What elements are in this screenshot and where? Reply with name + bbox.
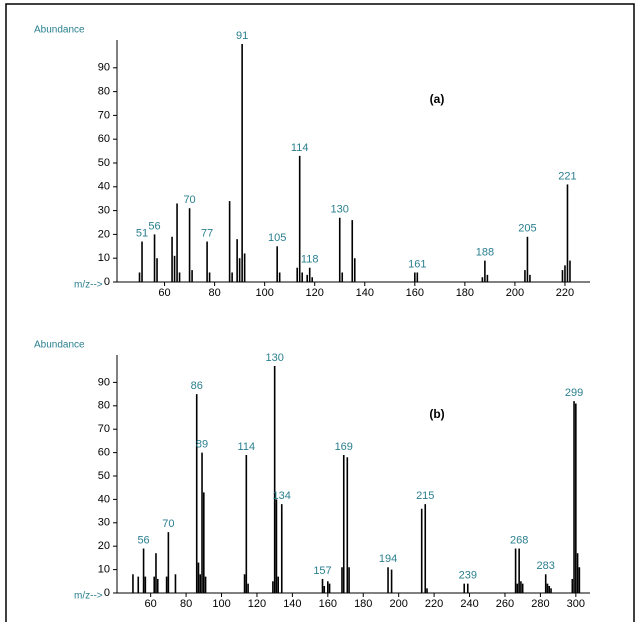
y-tick-label: 40 [98,181,110,193]
y-tick-label: 70 [98,423,110,435]
peak-label: 205 [518,223,536,235]
x-tick-label: 200 [389,598,407,610]
peak-label: 188 [476,246,494,258]
y-tick-label: 80 [98,86,110,98]
x-tick-label: 160 [406,287,424,299]
y-tick-label: 90 [98,62,110,74]
peak-label: 86 [191,380,203,392]
peak-label: 118 [301,254,319,266]
y-tick-label: 30 [98,205,110,217]
y-tick-label: 30 [98,517,110,529]
peak-label: 268 [510,534,528,546]
y-tick-label: 60 [98,133,110,145]
x-tick-label: 220 [425,598,443,610]
x-tick-label: 80 [208,287,220,299]
peak-label: 114 [291,142,309,154]
x-tick-label: 120 [306,287,324,299]
x-tick-label: 100 [212,598,230,610]
peak-label: 215 [416,490,434,502]
peak-label: 130 [265,352,283,364]
peak-label: 77 [201,227,213,239]
peak-label: 169 [335,441,353,453]
y-tick-label: 10 [98,564,110,576]
peak-label: 114 [238,441,256,453]
y-tick-label: 80 [98,400,110,412]
peak-label: 56 [148,220,160,232]
x-tick-label: 100 [255,287,273,299]
x-axis-label: m/z--> [74,591,103,602]
peak-label: 130 [331,204,349,216]
peak-label: 161 [408,258,426,270]
peak-label: 105 [268,232,286,244]
peak-label: 283 [537,560,555,572]
y-tick-label: 20 [98,540,110,552]
x-tick-label: 180 [456,287,474,299]
x-tick-label: 120 [248,598,266,610]
x-tick-label: 260 [496,598,514,610]
peak-label: 134 [273,490,291,502]
y-tick-label: 90 [98,376,110,388]
y-tick-label: 40 [98,493,110,505]
chart-title: (b) [429,407,444,421]
x-tick-label: 280 [531,598,549,610]
y-tick-label: 50 [98,157,110,169]
x-tick-label: 300 [567,598,585,610]
x-axis-label: m/z--> [74,280,103,291]
y-tick-label: 10 [98,252,110,264]
y-tick-label: 0 [104,587,110,599]
peak-label: 91 [236,30,248,42]
y-tick-label: 20 [98,228,110,240]
y-tick-label: 60 [98,447,110,459]
x-tick-label: 160 [319,598,337,610]
chart-title: (a) [430,92,445,106]
x-tick-label: 200 [506,287,524,299]
peak-label: 70 [162,518,174,530]
y-tick-label: 70 [98,109,110,121]
x-tick-label: 220 [556,287,574,299]
peak-label: 89 [196,439,208,451]
y-axis-label: Abundance [34,340,85,351]
x-tick-label: 240 [460,598,478,610]
y-tick-label: 0 [104,276,110,288]
peak-label: 299 [565,387,583,399]
peak-label: 221 [558,170,576,182]
x-tick-label: 180 [354,598,372,610]
x-tick-label: 140 [283,598,301,610]
peak-label: 70 [183,194,195,206]
peak-label: 157 [313,565,331,577]
x-tick-label: 140 [356,287,374,299]
x-tick-label: 60 [158,287,170,299]
y-tick-label: 50 [98,470,110,482]
x-tick-label: 60 [145,598,157,610]
peak-label: 239 [459,570,477,582]
peak-label: 51 [136,227,148,239]
x-tick-label: 80 [180,598,192,610]
y-axis-label: Abundance [34,25,85,36]
peak-label: 56 [137,534,149,546]
peak-label: 194 [379,553,397,565]
